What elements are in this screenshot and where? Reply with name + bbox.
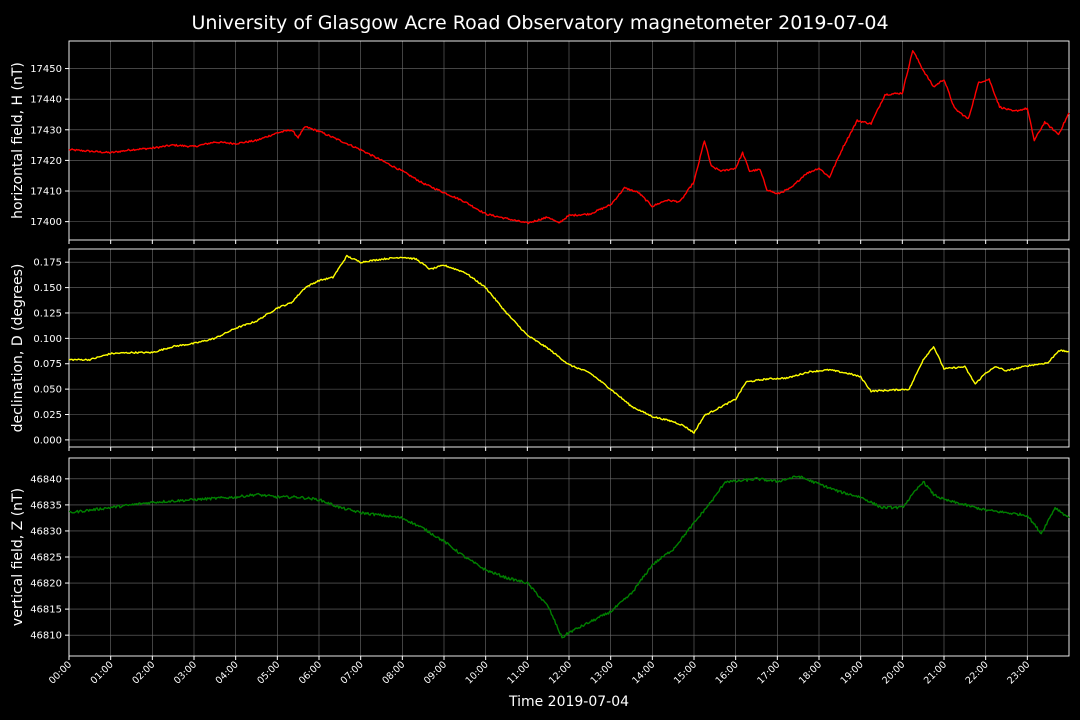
vertical-field-series-line xyxy=(68,475,1070,639)
y-tick-label: 46820 xyxy=(30,579,62,590)
y-tick-label: 17400 xyxy=(30,217,62,228)
y-tick-label: 17440 xyxy=(30,95,62,106)
y-tick-label: 46840 xyxy=(30,474,62,485)
y-tick-label: 17420 xyxy=(30,156,62,167)
y-tick-label: 0.150 xyxy=(33,283,62,294)
horizontal-field-panel: 17400 17410 17420 17430 17440 17450 horizontal… xyxy=(10,40,1070,244)
declination-series-line xyxy=(68,254,1070,434)
y-tick-label: 0.000 xyxy=(33,435,62,446)
vertical-field-axes-frame xyxy=(68,457,1070,657)
y-tick-label: 46835 xyxy=(30,500,62,511)
vertical-field-y-axis-label: vertical field, Z (nT) xyxy=(10,488,26,626)
declination-axes-frame xyxy=(68,248,1070,448)
y-tick-label: 17450 xyxy=(30,64,62,75)
vertical-field-panel: 46810 46815 46820 46825 46830 46835 46840 verti… xyxy=(10,457,1070,660)
declination-y-axis-label: declination, D (degrees) xyxy=(10,264,26,433)
y-tick-label: 0.125 xyxy=(33,308,62,319)
y-tick-label: 46825 xyxy=(30,553,62,564)
y-tick-label: 17410 xyxy=(30,187,62,198)
declination-panel: 0.000 0.025 0.050 0.075 0.100 0.125 0.150 0.175… xyxy=(10,248,1070,451)
x-axis-label: Time 2019-07-04 xyxy=(508,694,629,710)
horizontal-field-axes-frame xyxy=(68,40,1070,241)
y-tick-label: 46810 xyxy=(30,631,62,642)
y-tick-label: 46815 xyxy=(30,605,62,616)
y-tick-label: 0.175 xyxy=(33,258,62,269)
horizontal-field-y-axis-label: horizontal field, H (nT) xyxy=(10,62,26,219)
horizontal-field-series-line xyxy=(68,50,1070,225)
y-tick-label: 0.075 xyxy=(33,359,62,370)
y-tick-label: 17430 xyxy=(30,125,62,136)
chart-title: University of Glasgow Acre Road Observat… xyxy=(191,12,888,34)
y-tick-label: 0.050 xyxy=(33,385,62,396)
y-tick-label: 0.100 xyxy=(33,334,62,345)
y-tick-label: 0.025 xyxy=(33,410,62,421)
y-tick-label: 46830 xyxy=(30,526,62,537)
